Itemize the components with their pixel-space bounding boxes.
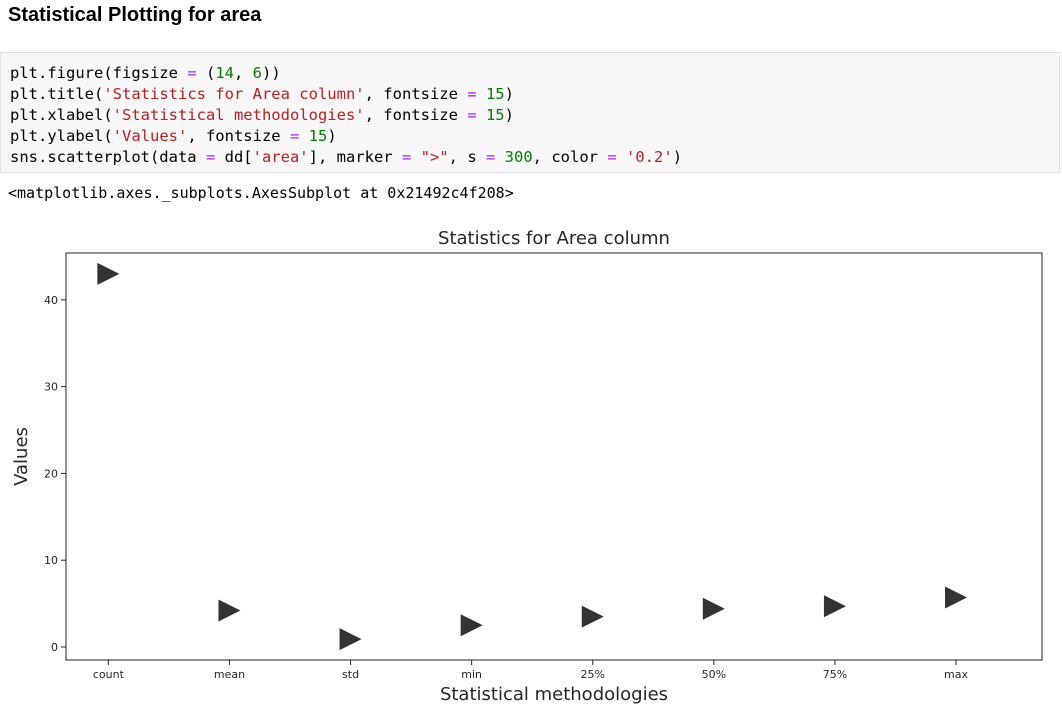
code-token: 14 bbox=[215, 64, 234, 82]
code-token: = bbox=[607, 148, 617, 166]
cell-output-text: <matplotlib.axes._subplots.AxesSubplot a… bbox=[8, 184, 514, 202]
code-token: = bbox=[205, 148, 216, 166]
code-token: = bbox=[401, 148, 412, 166]
code-token: = bbox=[289, 127, 300, 145]
code-token: 15 bbox=[308, 127, 328, 145]
code-token bbox=[299, 127, 308, 145]
code-token: '0.2' bbox=[626, 148, 673, 166]
data-point-25pct bbox=[581, 605, 604, 628]
chart-title: Statistics for Area column bbox=[438, 228, 670, 249]
code-token: , fontsize bbox=[364, 106, 468, 124]
code-token bbox=[477, 106, 486, 124]
y-tick-label: 20 bbox=[44, 467, 58, 480]
code-token: sns.scatterplot(data bbox=[10, 148, 206, 166]
code-token: 6 bbox=[252, 64, 263, 82]
x-tick-label: mean bbox=[214, 668, 245, 681]
plot-frame bbox=[65, 252, 1043, 661]
code-token: ( bbox=[196, 64, 216, 82]
code-token: plt.xlabel( bbox=[10, 106, 113, 124]
data-point-max bbox=[945, 586, 968, 609]
code-token: , fontsize bbox=[187, 127, 290, 145]
x-tick-label: 50% bbox=[702, 668, 726, 681]
code-token: = bbox=[467, 85, 477, 103]
code-token: , bbox=[234, 64, 253, 82]
code-token bbox=[617, 148, 626, 166]
code-token: 'Statistics for Area column' bbox=[103, 85, 365, 103]
y-tick-label: 40 bbox=[44, 294, 58, 307]
code-token: 300 bbox=[504, 148, 533, 166]
x-axis-ticks: count mean std min 25% 50% 75% max bbox=[93, 660, 968, 681]
code-token: , color bbox=[532, 148, 608, 166]
code-token: ], marker bbox=[308, 148, 402, 166]
code-token: plt.ylabel( bbox=[10, 127, 113, 145]
code-token: ) bbox=[504, 85, 514, 103]
code-token: dd[ bbox=[215, 148, 253, 166]
x-tick-label: min bbox=[461, 668, 482, 681]
code-token: 15 bbox=[485, 85, 505, 103]
code-token: = bbox=[467, 106, 477, 124]
x-tick-label: std bbox=[342, 668, 359, 681]
code-token: 'Statistical methodologies' bbox=[112, 106, 365, 124]
x-tick-label: count bbox=[93, 668, 125, 681]
data-point-mean bbox=[218, 599, 241, 622]
notebook-heading: Statistical Plotting for area bbox=[8, 4, 262, 26]
y-axis-label: Values bbox=[11, 427, 32, 486]
code-token: 'area' bbox=[252, 148, 309, 166]
code-token: 15 bbox=[485, 106, 505, 124]
data-point-75pct bbox=[823, 595, 846, 618]
code-cell[interactable]: plt.figure(figsize = (14, 6)) plt.title(… bbox=[0, 52, 1060, 173]
code-editor[interactable]: plt.figure(figsize = (14, 6)) plt.title(… bbox=[10, 63, 682, 168]
x-tick-label: max bbox=[944, 668, 968, 681]
data-point-count bbox=[97, 262, 120, 285]
code-token bbox=[411, 148, 420, 166]
code-token: plt.figure(figsize bbox=[10, 64, 188, 82]
y-tick-label: 0 bbox=[51, 641, 58, 654]
y-tick-label: 10 bbox=[44, 554, 58, 567]
x-tick-label: 25% bbox=[581, 668, 605, 681]
code-token: , fontsize bbox=[364, 85, 468, 103]
code-token: plt.title( bbox=[10, 85, 104, 103]
y-tick-label: 30 bbox=[44, 381, 58, 394]
code-token: = bbox=[485, 148, 496, 166]
code-token: ) bbox=[327, 127, 337, 145]
code-token: )) bbox=[262, 64, 281, 82]
code-token: ">" bbox=[420, 148, 449, 166]
code-token bbox=[477, 85, 486, 103]
code-token: = bbox=[187, 64, 197, 82]
code-token bbox=[495, 148, 504, 166]
data-point-50pct bbox=[702, 597, 725, 620]
code-token: ) bbox=[672, 148, 683, 166]
code-token: , s bbox=[448, 148, 486, 166]
code-token: 'Values' bbox=[112, 127, 188, 145]
data-markers bbox=[97, 262, 968, 651]
x-tick-label: 75% bbox=[823, 668, 847, 681]
data-point-std bbox=[339, 628, 362, 651]
y-axis-ticks: 0 10 20 30 40 bbox=[44, 294, 66, 654]
scatter-chart: Statistics for Area column Statistical m… bbox=[11, 228, 1043, 705]
data-point-min bbox=[460, 614, 483, 637]
x-axis-label: Statistical methodologies bbox=[440, 684, 668, 705]
code-token: ) bbox=[504, 106, 514, 124]
